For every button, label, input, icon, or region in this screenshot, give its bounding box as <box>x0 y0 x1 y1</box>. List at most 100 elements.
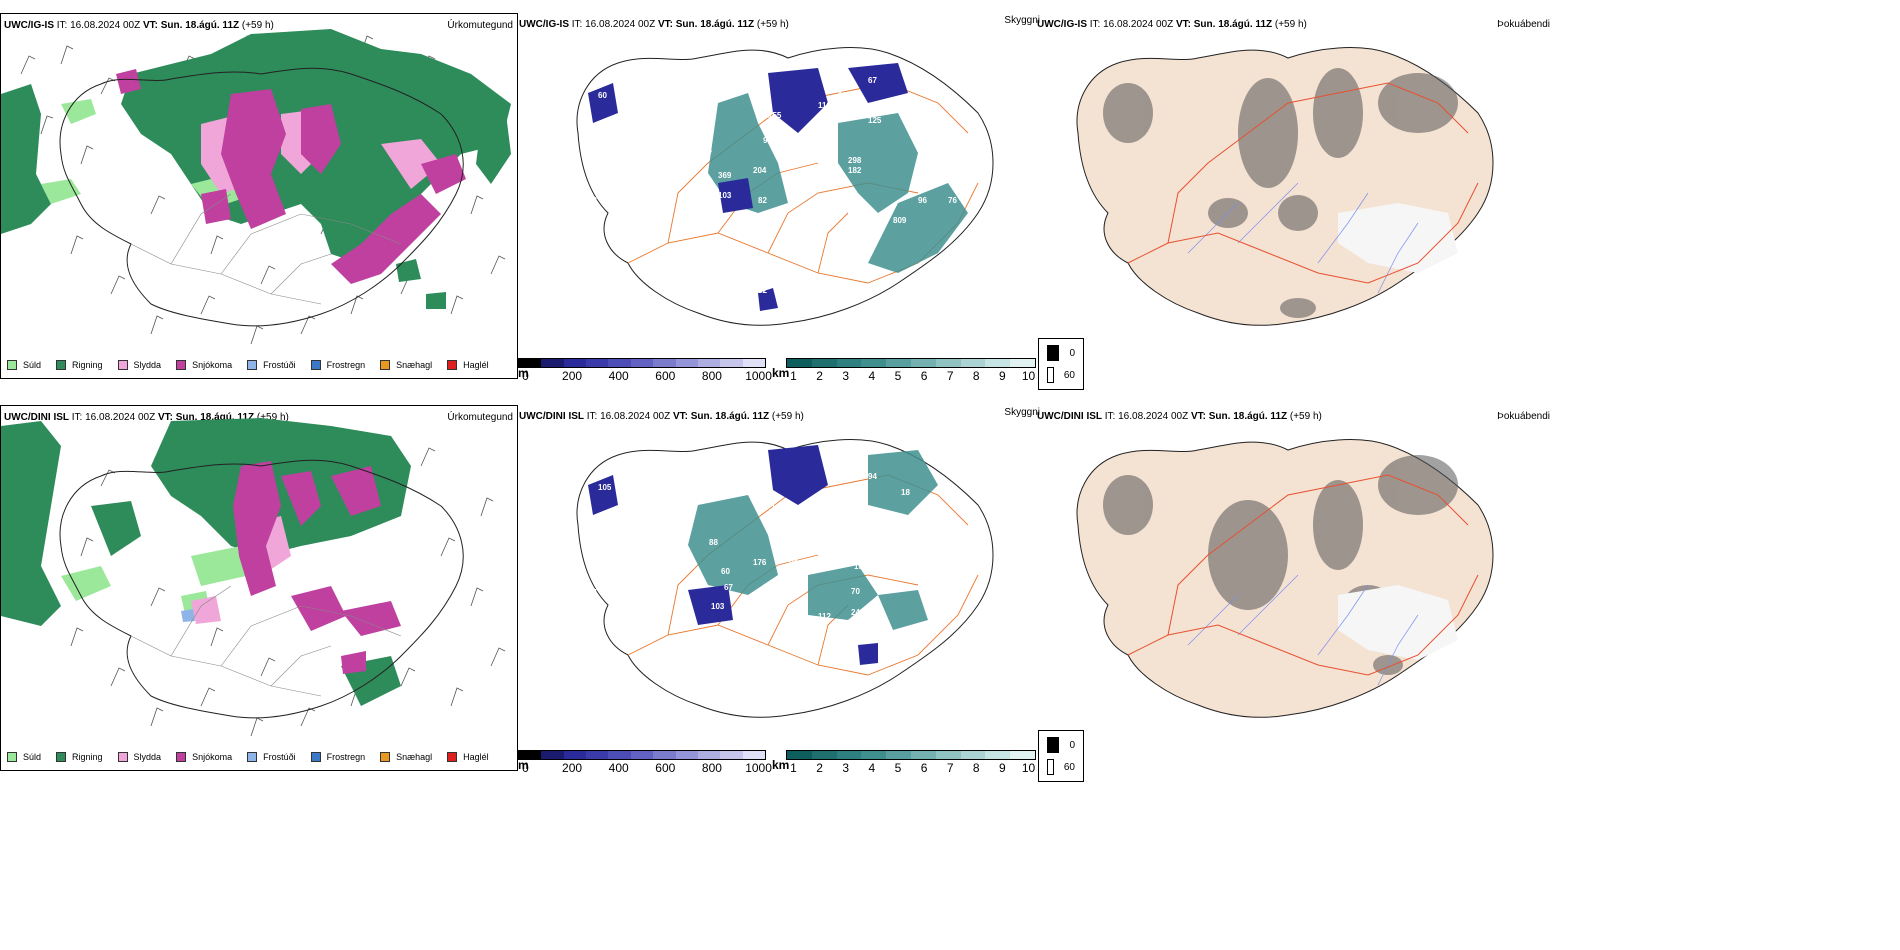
colorbar-tick-label: 5 <box>894 761 902 775</box>
panel-label: Þokuábendi <box>1497 411 1550 422</box>
ceiling-value-label: 24 <box>851 608 860 617</box>
colorbar-cell <box>886 359 911 367</box>
ceiling-value-label: 98 <box>818 146 827 155</box>
ceiling-value-label: 68 <box>789 557 798 566</box>
colorbar-cell <box>697 751 721 759</box>
legend-item-drizzle: Súld <box>7 360 41 370</box>
colorbar-cell <box>675 359 698 367</box>
colorbar-tick-label: 8 <box>972 369 980 383</box>
iceland-coastline <box>59 67 464 327</box>
colorbar-cell <box>608 751 631 759</box>
colorbar-cell <box>697 359 721 367</box>
ceiling-value-label: 357 <box>773 532 787 541</box>
legend-item-snow: Snjókoma <box>176 360 232 370</box>
ceiling-value-label: 82 <box>758 286 767 295</box>
ceiling-value-label: 79 <box>758 592 767 601</box>
ceiling-value-label: 96 <box>763 136 772 145</box>
colorbar-tick-label: 7 <box>946 761 954 775</box>
colorbar-cell <box>608 359 631 367</box>
ceiling-value-label: 65 <box>608 116 617 125</box>
legend-item-sleet: Slydda <box>117 360 161 370</box>
legend-item-rain: Rigning <box>56 360 103 370</box>
colorbar-tick-label: 800 <box>701 369 722 383</box>
ceiling-value-label: 96 <box>918 196 927 205</box>
colorbar-tick-label: 400 <box>608 369 629 383</box>
colorbar-cell <box>653 359 676 367</box>
colorbar-tick-label: 200 <box>562 761 583 775</box>
colorbar-tick-label: 9 <box>999 369 1006 383</box>
colorbar-tick-label: 2 <box>816 761 823 775</box>
legend-item-freezing-drizzle: Frostúði <box>247 360 296 370</box>
colorbar-cell <box>519 751 542 759</box>
colorbar-cell <box>653 751 676 759</box>
colorbar-tick-label: 200 <box>562 369 583 383</box>
legend-item-freezing-rain: Frostregn <box>310 360 365 370</box>
colorbar-cell <box>985 751 1011 759</box>
colorbar-cell <box>886 751 911 759</box>
fog-map <box>1076 439 1494 718</box>
ceiling-colorbar: 0 200 400 600 800 1000 <box>518 750 772 775</box>
ceiling-colorbar-cells <box>518 358 766 368</box>
colorbar-tick-label: 0 <box>522 369 529 383</box>
ceiling-value-label: 117 <box>618 146 631 155</box>
ceiling-value-label: 103 <box>711 602 725 611</box>
colorbar-tick-label: 0 <box>522 761 529 775</box>
legend-item-snow: Snjókoma <box>176 752 232 762</box>
ceiling-value-label: 94 <box>588 588 597 597</box>
ceiling-value-label: 181 <box>783 161 797 170</box>
ceiling-value-label: 58 <box>773 126 782 135</box>
ceiling-value-label: 88 <box>709 538 718 547</box>
precip-map <box>1 418 506 737</box>
colorbar-cell <box>935 359 961 367</box>
colorbar-tick-label: 3 <box>842 761 850 775</box>
ceiling-value-label: 115 <box>614 508 627 517</box>
ceiling-value-label: 125 <box>868 116 882 125</box>
panel-title: UWC/IG-IS IT: 16.08.2024 00Z VT: Sun. 18… <box>519 19 789 30</box>
fog-legend: 0 60 <box>1038 338 1084 390</box>
colorbar-cell <box>960 751 986 759</box>
fog-legend: 0 60 <box>1038 730 1084 782</box>
ceiling-value-label: 112 <box>818 612 831 621</box>
fog-legend-item: 60 <box>1047 759 1075 775</box>
ceiling-value-label: 24 <box>658 156 667 165</box>
ceiling-value-label: 110 <box>818 101 831 110</box>
ceiling-value-label: 73 <box>588 196 597 205</box>
visibility-colorbar: 1 2 3 4 5 6 7 8 9 10 <box>786 750 1036 775</box>
roads <box>1127 474 1479 676</box>
roads <box>130 585 402 697</box>
ceiling-value-label: 151 <box>854 562 868 571</box>
visibility-colorbar-ticks: 1 2 3 4 5 6 7 8 9 10 <box>786 368 1036 383</box>
panel-title: UWC/DINI ISL IT: 16.08.2024 00Z VT: Sun.… <box>4 412 289 423</box>
precip-type-panel-row1: UWC/IG-IS IT: 16.08.2024 00Z VT: Sun. 18… <box>0 13 518 379</box>
ceiling-colorbar-cells <box>518 750 766 760</box>
colorbar-cell <box>836 751 862 759</box>
visibility-colorbar: 1 2 3 4 5 6 7 8 9 10 <box>786 358 1036 383</box>
colorbar-tick-label: 800 <box>701 761 722 775</box>
colorbar-cell <box>1010 359 1035 367</box>
colorbar-cell <box>630 359 654 367</box>
colorbar-tick-label: 3 <box>842 369 850 383</box>
visibility-unit: km <box>772 758 790 772</box>
colorbar-tick-label: 4 <box>868 369 876 383</box>
colorbar-cell <box>586 751 609 759</box>
legend-item-snow-pellets: Snæhagl <box>380 360 432 370</box>
colorbar-tick-label: 8 <box>972 761 980 775</box>
ceiling-value-label: 76 <box>948 196 957 205</box>
panel-title: UWC/DINI ISL IT: 16.08.2024 00Z VT: Sun.… <box>1037 411 1322 422</box>
ceiling-unit: m <box>518 366 529 380</box>
panel-label: Skyggni <box>1004 15 1040 26</box>
colorbar-tick-label: 1 <box>790 369 797 383</box>
panel-label: Úrkomutegund <box>447 20 513 31</box>
glacier-white <box>1338 203 1458 273</box>
colorbar-tick-label: 1 <box>790 761 797 775</box>
colorbar-cell <box>519 359 542 367</box>
precip-map <box>1 29 511 345</box>
colorbar-cell <box>675 751 698 759</box>
ceiling-value-label: 176 <box>753 558 767 567</box>
iceland-coastline <box>59 459 464 719</box>
colorbar-cell <box>563 751 587 759</box>
legend-item-drizzle: Súld <box>7 752 41 762</box>
panel-label: Þokuábendi <box>1497 19 1550 30</box>
ceiling-visibility-panel-row2: UWC/DINI ISL IT: 16.08.2024 00Z VT: Sun.… <box>518 405 1040 775</box>
ceiling-value-label: 94 <box>868 472 877 481</box>
